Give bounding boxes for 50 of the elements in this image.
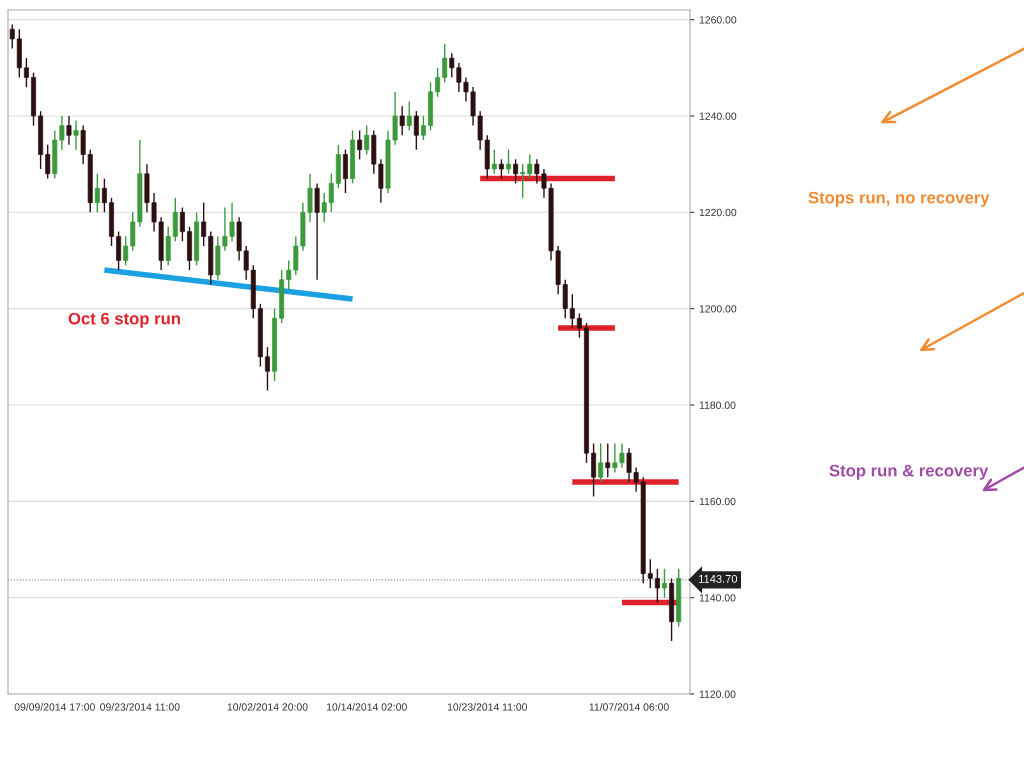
x-tick-label: 10/14/2014 02:00 — [326, 703, 407, 711]
x-tick-label: 10/23/2014 11:00 — [447, 703, 527, 711]
candlestick — [413, 110, 419, 151]
y-tick-label: 1120.00 — [699, 690, 736, 698]
text: Stop run & recovery — [829, 464, 989, 480]
candlestick — [605, 442, 611, 478]
candlestick — [435, 67, 441, 98]
y-tick-label: 1220.00 — [699, 208, 737, 217]
candlestick — [662, 568, 667, 599]
candlestick — [520, 163, 526, 199]
candlestick — [498, 158, 504, 180]
candlestick — [45, 144, 51, 180]
y-tick-label: 1200.00 — [699, 305, 737, 313]
candlestick — [9, 23, 15, 50]
candlestick — [513, 158, 519, 185]
candlestick — [491, 148, 497, 175]
y-tick-label: 1160.00 — [699, 497, 736, 506]
ref-line-label: 1143.70 — [699, 574, 738, 583]
candlestick — [598, 442, 604, 483]
x-tick-label: 09/09/2014 17:00 — [14, 703, 95, 711]
y-tick-label: 1260.00 — [699, 16, 737, 24]
x-tick-label: 09/23/2014 11:00 — [100, 703, 180, 711]
candlestick — [506, 148, 511, 175]
candlestick — [569, 293, 575, 329]
candlestick — [101, 177, 107, 214]
candlestick — [406, 100, 412, 132]
y-tick-label: 1240.00 — [699, 112, 737, 120]
candlestick — [576, 312, 582, 339]
candlestick — [265, 346, 270, 392]
candlestick — [399, 105, 405, 136]
candlestick — [73, 120, 79, 151]
candlestick — [654, 568, 660, 604]
candlestick — [527, 153, 533, 180]
candlestick — [357, 129, 363, 161]
candlestick — [66, 115, 72, 146]
candlestick — [23, 57, 29, 88]
y-tick-label: 1180.00 — [699, 401, 736, 409]
candlestick — [201, 201, 207, 247]
y-tick-label: 1140.00 — [699, 594, 736, 602]
candlestick — [420, 115, 426, 141]
candlestick — [647, 558, 653, 589]
x-tick-label: 10/02/2014 20:00 — [227, 703, 308, 711]
candlestick — [123, 235, 129, 266]
text: Stops run, no recovery — [808, 191, 990, 207]
candlestick — [442, 43, 448, 83]
candlestick — [179, 206, 185, 242]
annotation: Oct 6 stop run — [68, 312, 180, 328]
candlestick — [364, 124, 370, 156]
x-tick-label: 11/07/2014 06:00 — [589, 703, 669, 711]
candlestick — [94, 173, 100, 214]
